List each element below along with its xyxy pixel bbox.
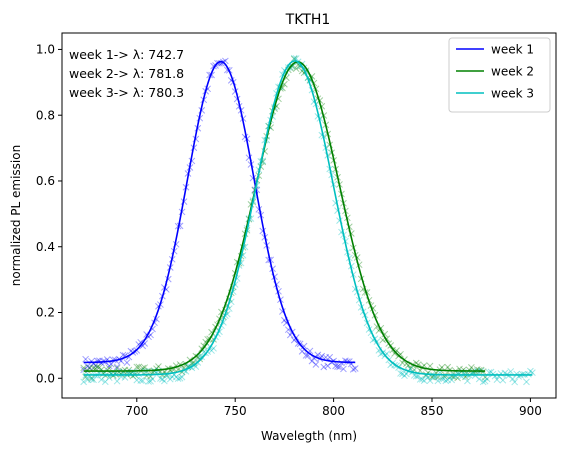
y-axis: 0.0 0.2 0.4 0.6 0.8 1.0 [36, 43, 62, 386]
x-axis: 700 750 800 850 900 [125, 398, 542, 418]
annotation-week-2: week 2-> λ: 781.8 [69, 66, 184, 81]
legend: week 1 week 2 week 3 [449, 38, 550, 112]
x-tick-label: 750 [224, 404, 247, 418]
y-tick-label: 0.4 [36, 240, 55, 254]
scatter-point [161, 378, 167, 384]
scatter-point [352, 366, 358, 372]
annotation-week-3: week 3-> λ: 780.3 [69, 85, 184, 100]
fit-line-week-1 [84, 62, 356, 363]
x-tick-label: 900 [519, 404, 542, 418]
scatter-point [510, 376, 516, 382]
y-tick-label: 0.2 [36, 306, 55, 320]
scatter-point [512, 379, 518, 385]
x-axis-label: Wavelegth (nm) [261, 429, 357, 443]
scatter-point [523, 379, 529, 385]
scatter-point [484, 376, 490, 382]
chart-title: TKTH1 [285, 12, 331, 28]
legend-label-week-2: week 2 [491, 65, 534, 79]
x-tick-label: 850 [421, 404, 444, 418]
scatter-point [321, 364, 327, 370]
scatter-point [313, 362, 319, 368]
scatter-point [124, 360, 130, 366]
scatter-point [350, 366, 356, 372]
legend-label-week-1: week 1 [491, 43, 534, 57]
y-tick-label: 0.0 [36, 371, 55, 385]
scatter-point [500, 377, 506, 383]
x-tick-label: 700 [125, 404, 148, 418]
y-axis-label: normalized PL emission [9, 145, 23, 286]
scatter-point [476, 376, 482, 382]
x-tick-label: 800 [322, 404, 345, 418]
scatter-point [83, 356, 89, 362]
y-tick-label: 1.0 [36, 43, 55, 57]
y-tick-label: 0.6 [36, 174, 55, 188]
legend-label-week-3: week 3 [491, 87, 534, 101]
annotation-week-1: week 1-> λ: 742.7 [69, 47, 184, 62]
y-tick-label: 0.8 [36, 108, 55, 122]
